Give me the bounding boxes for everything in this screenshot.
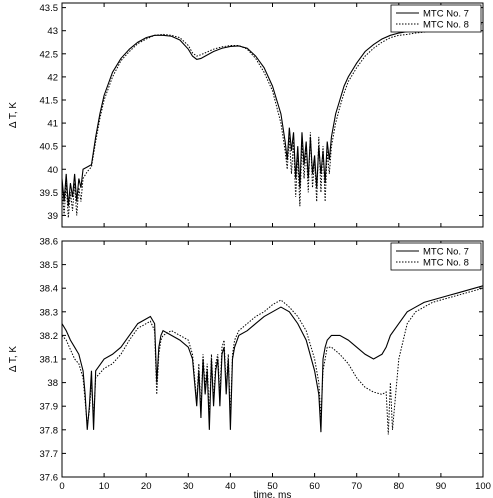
y-axis-label: Δ T, K <box>8 102 19 128</box>
x-tick-label: 70 <box>351 481 362 492</box>
legend-entry: MTC No. 7 <box>423 247 469 258</box>
bottom-panel: 37.6 37.7 37.8 37.9 38 38.1 38.2 38.3 38.4 38.5 38… <box>8 237 491 498</box>
y-tick-label: 41 <box>47 119 58 130</box>
y-axis-label: Δ T, K <box>8 346 19 372</box>
x-tick-label: 90 <box>436 481 447 492</box>
series-line-mtc-no-8 <box>62 287 483 435</box>
x-tick-label: 10 <box>99 481 110 492</box>
y-tick-label: 41.5 <box>40 95 59 106</box>
x-tick-label: 80 <box>394 481 405 492</box>
y-tick-label: 43.5 <box>40 3 59 14</box>
series-line-mtc-no-7 <box>62 21 483 207</box>
x-tick-label: 50 <box>267 481 278 492</box>
legend-entry: MTC No. 8 <box>423 20 469 31</box>
x-tick-label: 100 <box>475 481 491 492</box>
y-tick-label: 38.5 <box>40 260 59 271</box>
x-tick-label: 20 <box>141 481 152 492</box>
y-tick-label: 39 <box>47 211 58 222</box>
x-tick-label: 30 <box>183 481 194 492</box>
legend-entry: MTC No. 7 <box>423 9 469 20</box>
axes-frame <box>61 2 484 228</box>
y-tick-label: 38.2 <box>40 331 59 342</box>
y-tick-label: 37.8 <box>40 425 59 436</box>
top-panel: 39 39.5 40 40.5 41 41.5 42 42.5 43 43.5 Δ T, K MTC … <box>8 2 484 228</box>
y-tick-label: 40.5 <box>40 142 59 153</box>
series-line-mtc-no-8 <box>62 23 483 218</box>
y-tick-label: 37.9 <box>40 402 59 413</box>
y-tick-label: 42.5 <box>40 49 59 60</box>
y-tick-label: 42 <box>47 72 58 83</box>
y-tick-label: 38.1 <box>40 355 59 366</box>
x-tick-label: 0 <box>59 481 64 492</box>
y-tick-label: 37.6 <box>40 473 59 484</box>
y-tick-label: 39.5 <box>40 188 59 199</box>
y-tick-label: 38.6 <box>40 237 59 248</box>
y-tick-label: 40 <box>47 165 58 176</box>
legend-box <box>390 242 482 271</box>
x-axis-label: time, ms <box>254 490 292 498</box>
axes-frame <box>61 240 484 478</box>
y-tick-label: 37.7 <box>40 449 59 460</box>
x-tick-label: 60 <box>309 481 320 492</box>
legend-entry: MTC No. 8 <box>423 258 469 269</box>
y-tick-label: 38.4 <box>40 284 59 295</box>
x-tick-label: 40 <box>225 481 236 492</box>
y-tick-label: 38 <box>47 378 58 389</box>
series-line-mtc-no-7 <box>62 285 483 433</box>
legend-box <box>390 4 482 33</box>
y-tick-label: 43 <box>47 26 58 37</box>
y-tick-label: 38.3 <box>40 307 59 318</box>
